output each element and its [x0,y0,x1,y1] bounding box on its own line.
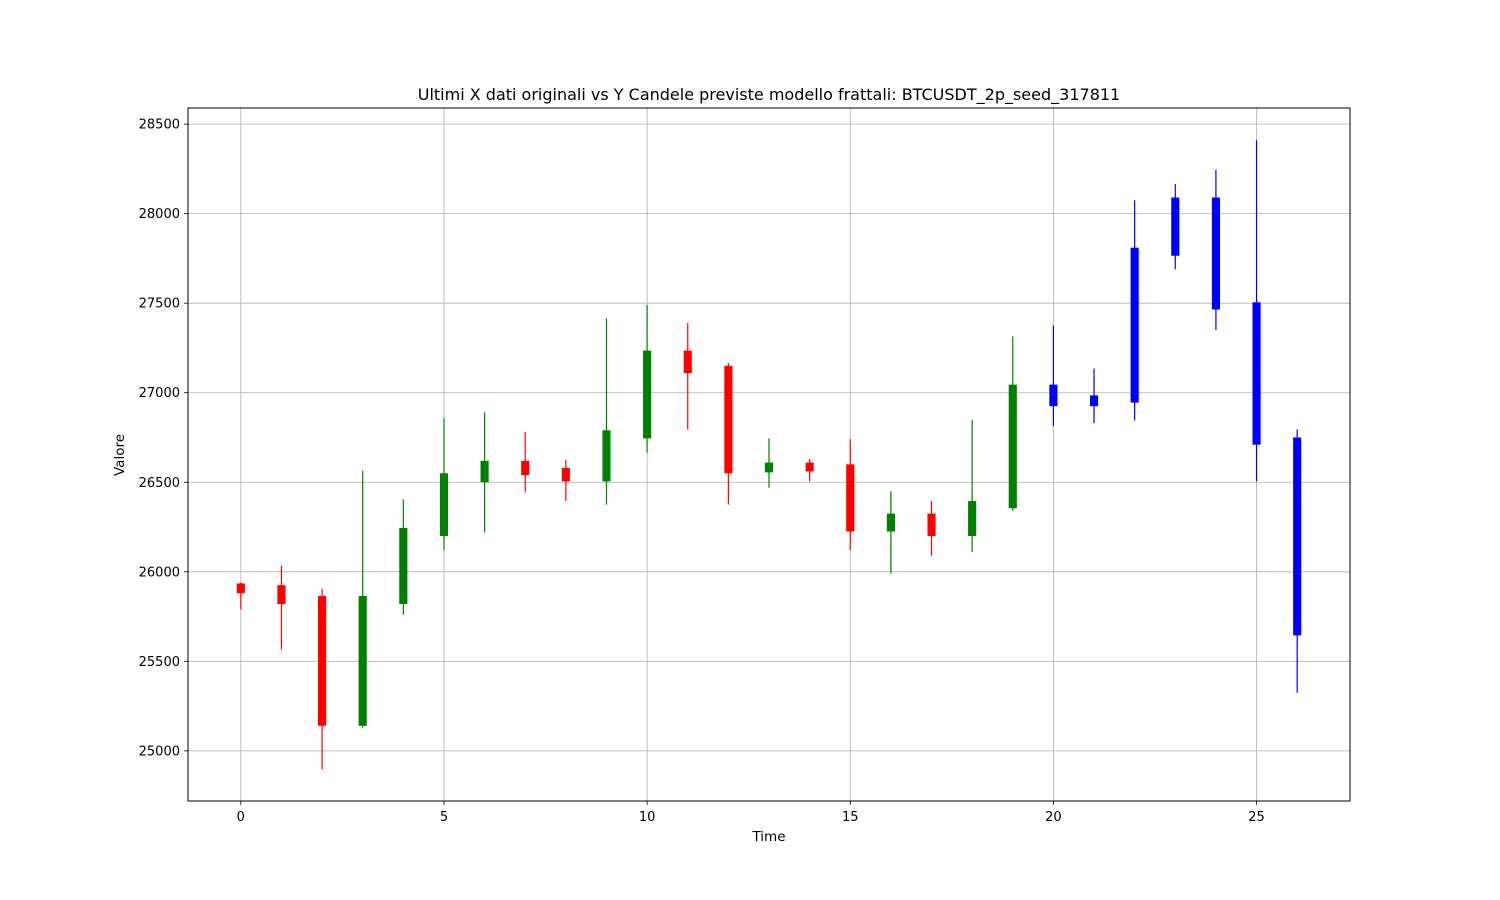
candle-body [724,365,733,474]
candle-body [1008,384,1017,509]
plot-frame [187,107,1351,802]
candle-body [236,583,245,594]
candle-body [1293,437,1302,636]
y-axis-ticks: 25000 25500 26000 26500 27000 27500 28000 28500 [139,118,188,759]
candle-body [1130,247,1139,403]
candle-body [399,527,408,605]
y-tick-label: 26000 [139,565,180,580]
candle-body [886,513,895,532]
y-tick-label: 27000 [139,386,180,401]
y-tick-label: 28000 [139,207,180,222]
candle-body [1089,395,1099,407]
candle-body [764,462,774,473]
x-tick-label: 20 [1045,810,1062,825]
candle-body [1171,197,1180,256]
candle-body [968,501,977,536]
x-tick-label: 25 [1248,810,1265,825]
candle-body [521,460,530,476]
x-tick-label: 10 [639,810,656,825]
candle-body [439,473,449,536]
y-tick-label: 26500 [139,476,180,491]
candles [236,140,1302,770]
y-tick-label: 25000 [139,744,180,759]
candle-body [277,585,286,605]
x-tick-label: 15 [842,810,859,825]
candle-body [1211,197,1220,310]
y-tick-label: 25500 [139,655,180,670]
y-tick-label: 27500 [139,297,180,312]
chart-title: Ultimi X dati originali vs Y Candele pre… [418,85,1120,105]
candle-body [1049,384,1058,407]
x-tick-label: 0 [237,810,245,825]
candle-body [480,460,489,483]
y-tick-label: 28500 [139,118,180,133]
candle-body [561,467,570,482]
candle-body [318,595,327,726]
candle-body [683,350,692,374]
y-axis-label: Valore [112,434,128,476]
candle-body [358,595,367,726]
candle-body [602,430,611,482]
x-axis-ticks: 0 5 10 15 20 25 [237,801,1265,825]
candle-body [846,464,855,532]
x-tick-label: 5 [440,810,448,825]
candle-body [643,350,652,439]
x-axis-label: Time [751,829,785,845]
candle-body [805,462,814,472]
candle-body [1252,302,1261,445]
candle-body [927,513,936,536]
